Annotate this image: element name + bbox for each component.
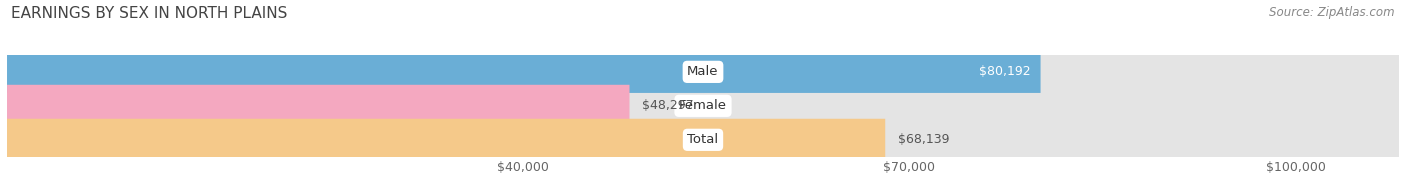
Text: Total: Total bbox=[688, 133, 718, 146]
FancyBboxPatch shape bbox=[7, 51, 1399, 93]
FancyBboxPatch shape bbox=[7, 119, 886, 161]
FancyBboxPatch shape bbox=[7, 85, 630, 127]
Text: Source: ZipAtlas.com: Source: ZipAtlas.com bbox=[1270, 6, 1395, 19]
FancyBboxPatch shape bbox=[7, 119, 1399, 161]
Text: $68,139: $68,139 bbox=[898, 133, 949, 146]
Text: $48,297: $48,297 bbox=[643, 99, 695, 112]
Text: $80,192: $80,192 bbox=[979, 65, 1031, 78]
FancyBboxPatch shape bbox=[7, 85, 1399, 127]
FancyBboxPatch shape bbox=[7, 51, 1040, 93]
Text: Male: Male bbox=[688, 65, 718, 78]
Text: EARNINGS BY SEX IN NORTH PLAINS: EARNINGS BY SEX IN NORTH PLAINS bbox=[11, 6, 288, 21]
Text: Female: Female bbox=[679, 99, 727, 112]
